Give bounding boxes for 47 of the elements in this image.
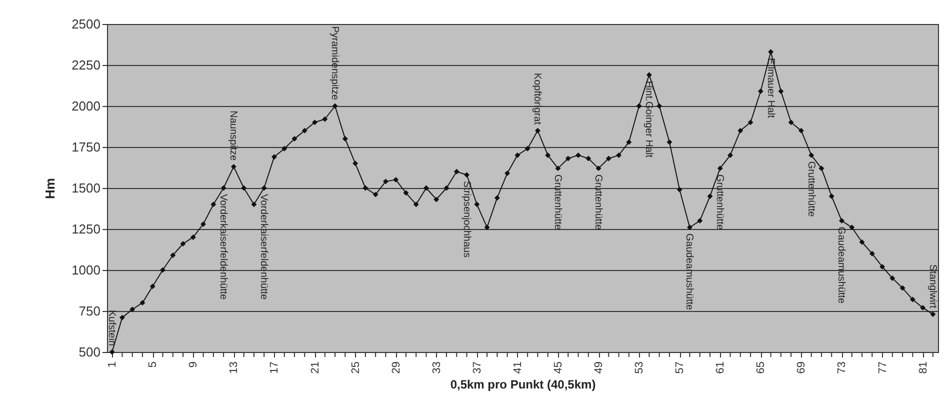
y-tick-label: 2000 — [72, 98, 100, 114]
x-tick-label: 41 — [512, 362, 524, 374]
annotation: Vorderkaiserfeldenhütte — [258, 194, 270, 300]
annotation: Gaudeamushütte — [684, 233, 695, 311]
x-tick-label: 73 — [836, 362, 848, 374]
x-tick-label: 77 — [876, 362, 889, 374]
x-tick-label: 13 — [228, 362, 240, 374]
x-tick-label: 81 — [917, 362, 930, 374]
annotation: Kopftörlgrat — [532, 72, 543, 125]
x-tick-label: 21 — [309, 362, 322, 374]
x-tick-label: 53 — [634, 362, 646, 374]
annotation: Gruttenhütte — [552, 174, 563, 230]
x-tick-label: 49 — [593, 362, 606, 374]
x-tick-label: 29 — [390, 362, 402, 374]
y-tick-label: 500 — [78, 344, 100, 360]
x-tick-label: 17 — [268, 362, 281, 374]
x-tick-label: 61 — [714, 362, 727, 374]
x-axis-title: 0,5km pro Punkt (40,5km) — [450, 378, 596, 392]
annotation: Gaudeamushütte — [836, 226, 847, 304]
y-axis-title: Hm — [42, 178, 58, 199]
annotation: Naunspitze — [228, 110, 239, 162]
annotation: Stripsenjochhaus — [460, 180, 472, 258]
y-tick-label: 2500 — [72, 16, 100, 32]
x-tick-label: 5 — [147, 362, 160, 368]
annotation: Hint.Goinger Halt — [643, 80, 654, 158]
y-tick-label: 750 — [78, 304, 100, 318]
annotation: Stanglwirt — [926, 264, 938, 308]
x-tick-label: 25 — [350, 362, 362, 374]
annotation: Vorderkaiserfeldenhütte — [218, 194, 229, 300]
y-tick-label: 1750 — [72, 140, 100, 154]
x-tick-label: 65 — [755, 362, 768, 374]
annotation: Gruttenhütte — [714, 174, 726, 230]
x-tick-label: 33 — [430, 362, 443, 374]
x-tick-label: 45 — [552, 362, 564, 374]
annotation: Kufstein — [106, 310, 118, 346]
annotation: Gruttenhütte — [805, 161, 816, 218]
x-tick-label: 37 — [471, 362, 484, 374]
y-tick-label: 1000 — [72, 262, 100, 278]
y-tick-label: 2250 — [72, 58, 100, 72]
y-tick-label: 1250 — [72, 222, 100, 236]
x-tick-label: 57 — [674, 362, 686, 374]
x-tick-label: 9 — [188, 362, 200, 368]
x-tick-label: 69 — [796, 362, 808, 374]
annotation: Gruttenhütte — [592, 174, 604, 230]
annotation: Pyramidenspitze — [329, 26, 340, 100]
y-tick-label: 1500 — [72, 180, 100, 196]
x-tick-label: 1 — [106, 362, 119, 368]
